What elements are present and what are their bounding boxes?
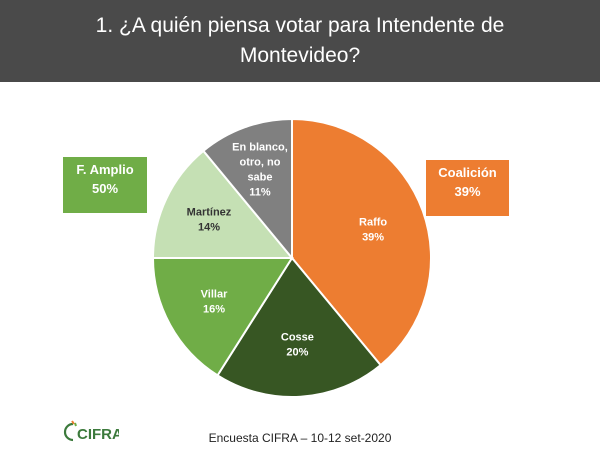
pie-data-label: Martínez 14% (187, 206, 232, 233)
pie-slice-en-blanco-otro-no-sabe (201, 117, 293, 261)
pie-slice-raffo (291, 117, 432, 367)
footer-source: Encuesta CIFRA – 10-12 set-2020 (208, 431, 392, 445)
bloc-box-coalicion: Coalición 39% (426, 160, 509, 216)
pie-data-label: Cosse 20% (281, 332, 314, 359)
pie-slice-villar (151, 257, 294, 377)
bloc-box-frente-amplio: F. Amplio 50% (63, 157, 147, 213)
cifra-logo-text: CIFRA (77, 426, 119, 443)
pie-slice-cosse (216, 256, 383, 398)
cifra-logo-icon (63, 420, 77, 442)
cifra-logo: CIFRA (63, 420, 119, 443)
page-title: 1. ¿A quién piensa votar para Intendente… (95, 14, 505, 67)
bloc-value: 50% (91, 181, 119, 196)
pie-data-label: Villar 16% (201, 288, 228, 315)
pie-data-label: En blanco, otro, no sabe 11% (232, 142, 288, 199)
header-bar: 1. ¿A quién piensa votar para Intendente… (0, 0, 600, 82)
bloc-name: F. Amplio (76, 162, 134, 177)
pie-data-label: Raffo 39% (359, 216, 387, 243)
pie-slice-mart-nez (151, 149, 295, 259)
bloc-value: 39% (454, 184, 481, 199)
bloc-name: Coalición (438, 165, 497, 180)
